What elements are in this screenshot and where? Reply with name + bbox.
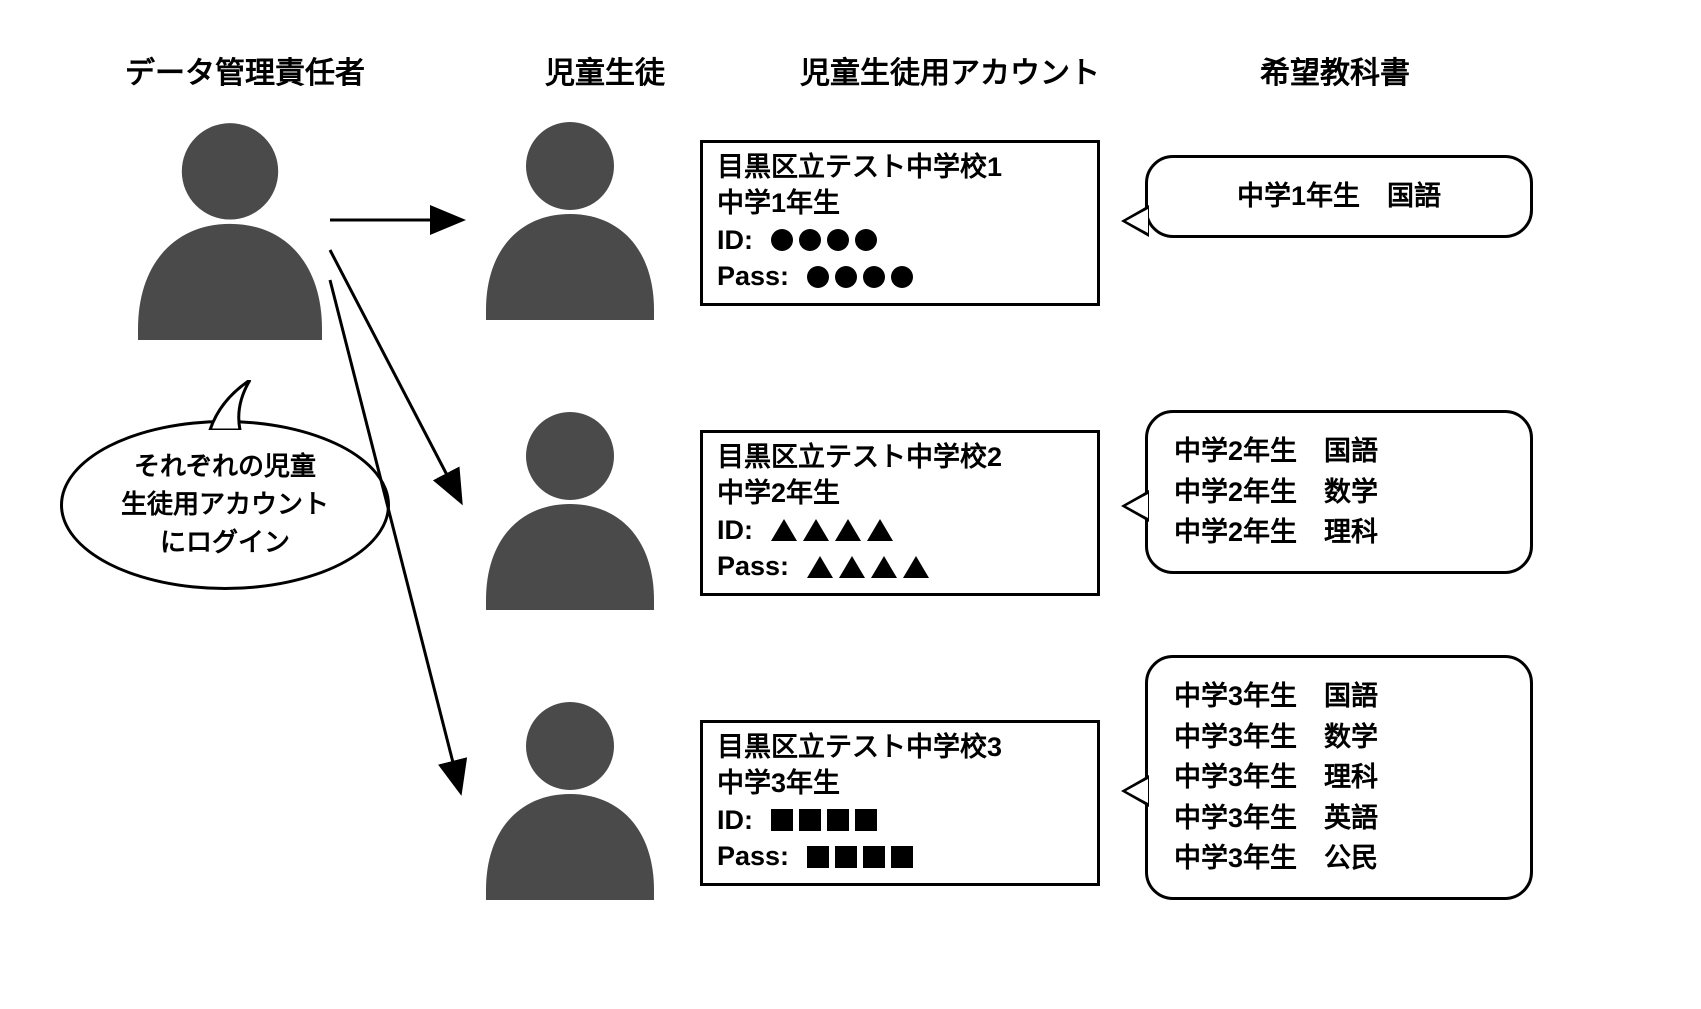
admin-bubble-tail-icon bbox=[200, 380, 260, 430]
textbook-line: 中学2年生 理科 bbox=[1174, 512, 1504, 553]
account-pass-label: Pass: bbox=[717, 838, 789, 874]
account-id-label: ID: bbox=[717, 512, 753, 548]
account-grade: 中学2年生 bbox=[717, 475, 1083, 511]
admin-bubble-line: にログイン bbox=[121, 524, 329, 562]
textbook-line: 中学3年生 英語 bbox=[1174, 798, 1504, 839]
heading-admin: データ管理責任者 bbox=[125, 48, 365, 92]
account-school: 目黒区立テスト中学校3 bbox=[717, 729, 1083, 765]
admin-login-bubble: それぞれの児童 生徒用アカウント にログイン bbox=[60, 420, 390, 590]
account-pass-mask-icon bbox=[807, 556, 929, 578]
account-id-label: ID: bbox=[717, 802, 753, 838]
textbook-line: 中学3年生 公民 bbox=[1174, 838, 1504, 879]
textbook-line: 中学1年生 国語 bbox=[1174, 176, 1504, 217]
heading-student: 児童生徒 bbox=[545, 48, 665, 92]
account-grade: 中学3年生 bbox=[717, 765, 1083, 801]
account-school: 目黒区立テスト中学校1 bbox=[717, 149, 1083, 185]
account-grade: 中学1年生 bbox=[717, 185, 1083, 221]
account-pass-label: Pass: bbox=[717, 548, 789, 584]
account-pass-label: Pass: bbox=[717, 258, 789, 294]
account-box: 目黒区立テスト中学校1 中学1年生 ID: Pass: bbox=[700, 140, 1100, 306]
student-person-icon bbox=[470, 690, 670, 900]
account-id-label: ID: bbox=[717, 222, 753, 258]
account-id-mask-icon bbox=[771, 809, 877, 831]
account-id-mask-icon bbox=[771, 229, 877, 251]
textbook-line: 中学3年生 数学 bbox=[1174, 717, 1504, 758]
account-id-mask-icon bbox=[771, 519, 893, 541]
textbook-bubble: 中学2年生 国語 中学2年生 数学 中学2年生 理科 bbox=[1145, 410, 1533, 574]
textbook-line: 中学3年生 国語 bbox=[1174, 676, 1504, 717]
textbook-line: 中学3年生 理科 bbox=[1174, 757, 1504, 798]
student-person-icon bbox=[470, 400, 670, 610]
textbook-line: 中学2年生 数学 bbox=[1174, 472, 1504, 513]
admin-bubble-line: 生徒用アカウント bbox=[121, 486, 329, 524]
textbook-bubble: 中学3年生 国語 中学3年生 数学 中学3年生 理科 中学3年生 英語 中学3年… bbox=[1145, 655, 1533, 900]
heading-account: 児童生徒用アカウント bbox=[800, 48, 1100, 92]
textbook-line: 中学2年生 国語 bbox=[1174, 431, 1504, 472]
textbook-bubble: 中学1年生 国語 bbox=[1145, 155, 1533, 238]
account-school: 目黒区立テスト中学校2 bbox=[717, 439, 1083, 475]
account-box: 目黒区立テスト中学校2 中学2年生 ID: Pass: bbox=[700, 430, 1100, 596]
admin-bubble-line: それぞれの児童 bbox=[121, 448, 329, 486]
student-person-icon bbox=[470, 110, 670, 320]
heading-textbook: 希望教科書 bbox=[1260, 48, 1410, 92]
account-pass-mask-icon bbox=[807, 846, 913, 868]
admin-person-icon bbox=[120, 110, 340, 340]
account-box: 目黒区立テスト中学校3 中学3年生 ID: Pass: bbox=[700, 720, 1100, 886]
account-pass-mask-icon bbox=[807, 266, 913, 288]
